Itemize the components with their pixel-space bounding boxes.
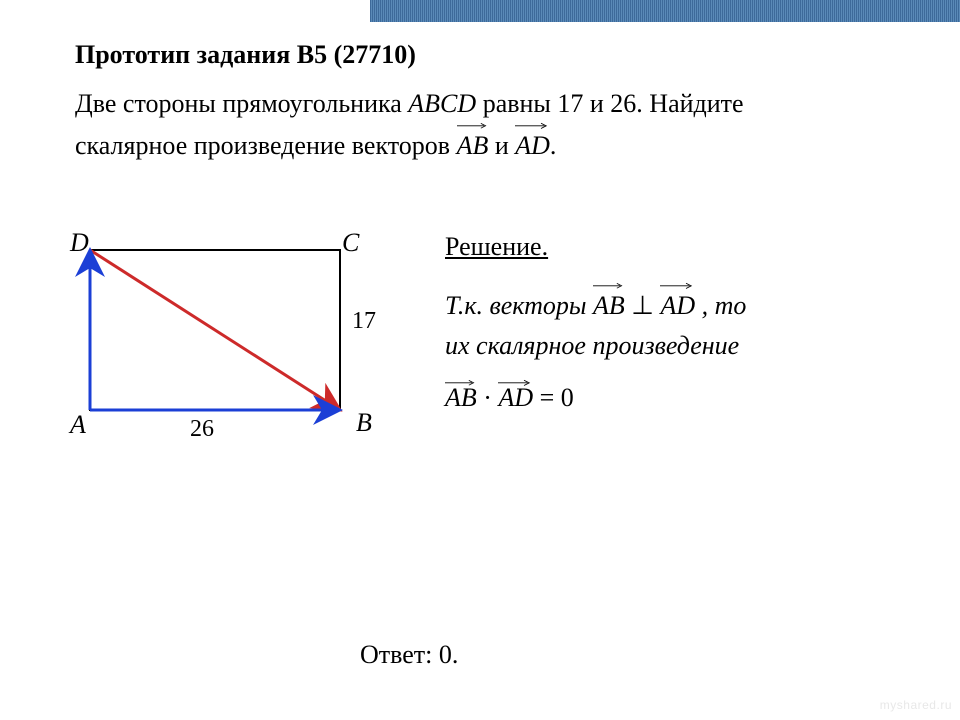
solution-block: Решение. Т.к. векторы AB ⊥ AD , то их ск… xyxy=(445,232,905,421)
eq-v2: AD xyxy=(498,383,533,412)
label-a: A xyxy=(70,410,86,440)
eq-vec-ab: AB xyxy=(445,381,477,413)
solution-heading: Решение. xyxy=(445,232,905,262)
solution-equation: AB · AD = 0 xyxy=(445,381,905,421)
sol-l1a: Т.к. векторы xyxy=(445,291,593,320)
sol-l2: их скалярное произведение xyxy=(445,331,739,360)
eq-dot: · xyxy=(483,383,498,412)
problem-mid: и xyxy=(495,131,509,160)
label-26: 26 xyxy=(190,416,214,443)
sol-l1b: , то xyxy=(702,291,747,320)
rectangle-diagram: D C A B 26 17 xyxy=(70,230,390,490)
sol-vec-ab: AB xyxy=(593,284,625,326)
vec-ad-text: AD xyxy=(515,131,550,160)
solution-line1: Т.к. векторы AB ⊥ AD , то их скалярное п… xyxy=(445,284,905,367)
vector-ab-inline: AB xyxy=(457,124,489,166)
vector-ad-inline: AD xyxy=(515,124,550,166)
problem-part1b: равны 17 и 26. Найдите xyxy=(476,89,743,118)
header-pattern xyxy=(370,0,960,22)
perp-symbol: ⊥ xyxy=(631,291,660,320)
label-b: B xyxy=(356,408,372,438)
sol-v1: AB xyxy=(593,291,625,320)
diagram-svg xyxy=(70,230,390,450)
vec-ab-text: AB xyxy=(457,131,489,160)
rect-name: ABCD xyxy=(408,89,476,118)
eq-v1: AB xyxy=(445,383,477,412)
label-d: D xyxy=(70,228,89,258)
sol-vec-ad: AD xyxy=(660,284,695,326)
sol-v2: AD xyxy=(660,291,695,320)
problem-part2: скалярное произведение векторов xyxy=(75,131,457,160)
watermark: myshared.ru xyxy=(880,698,952,712)
problem-text: Две стороны прямоугольника ABCD равны 17… xyxy=(75,84,895,167)
label-17: 17 xyxy=(352,308,376,335)
problem-part1: Две стороны прямоугольника xyxy=(75,89,408,118)
eq-vec-ad: AD xyxy=(498,381,533,413)
task-title: Прототип задания B5 (27710) xyxy=(75,40,416,70)
eq-rhs: = 0 xyxy=(540,383,574,412)
answer-text: Ответ: 0. xyxy=(360,640,458,670)
problem-end: . xyxy=(550,131,557,160)
label-c: C xyxy=(342,228,359,258)
